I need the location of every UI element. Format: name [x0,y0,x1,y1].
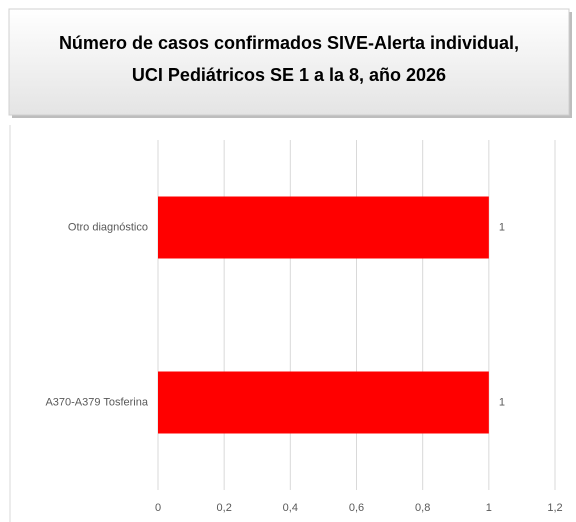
y-tick-label: Otro diagnóstico [68,221,148,233]
x-tick-label: 0,8 [415,502,430,514]
x-tick-label: 1,2 [547,502,562,514]
bar [158,196,489,259]
chart-title: Número de casos confirmados SIVE-Alerta … [59,33,519,53]
data-label: 1 [499,221,505,233]
x-tick-label: 0 [155,502,161,514]
data-label: 1 [499,396,505,408]
y-tick-label: A370-A379 Tosferina [45,396,148,408]
chart-title: UCI Pediátricos SE 1 a la 8, año 2026 [132,65,446,85]
x-tick-label: 0,2 [217,502,232,514]
x-tick-label: 0,6 [349,502,364,514]
x-tick-label: 1 [486,502,492,514]
title-box [8,8,570,116]
bar [158,371,489,434]
x-tick-label: 0,4 [283,502,298,514]
